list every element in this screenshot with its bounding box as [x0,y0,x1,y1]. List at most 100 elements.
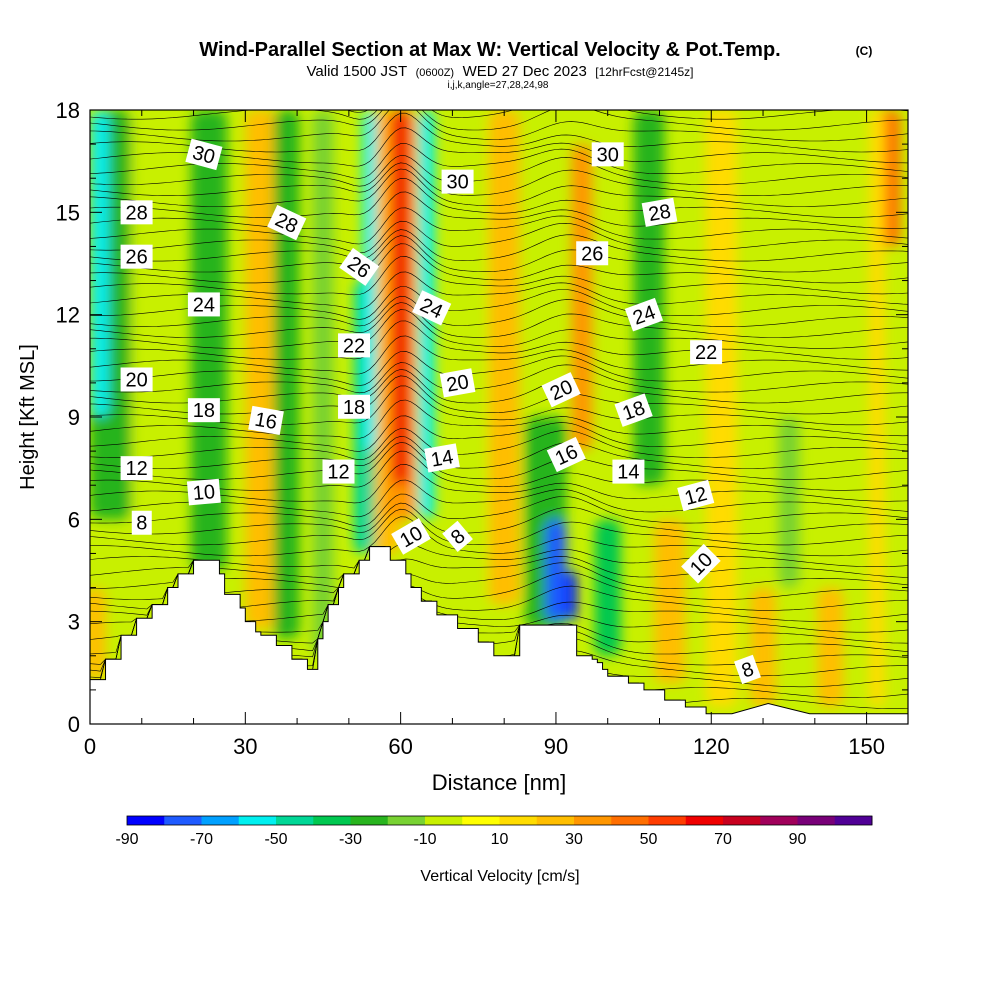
theta-line [90,320,908,360]
colorbar-label: Vertical Velocity [cm/s] [420,868,579,885]
theta-line [90,295,908,327]
theta-label: 20 [439,368,476,398]
colorbar-tick-label: -70 [190,831,213,848]
theta-label: 30 [441,169,474,194]
theta-line [90,435,908,469]
theta-label: 8 [131,510,152,535]
theta-label-box [120,200,153,225]
colorbar-tick-label: 10 [491,831,509,848]
theta-label-box [441,169,474,194]
theta-line [90,546,908,580]
colorbar-swatch [536,816,575,825]
theta-line [90,546,908,600]
x-tick-label: 60 [388,734,412,759]
colorbar-swatch [164,816,202,825]
theta-label-box [681,543,721,584]
colorbar-swatch [760,816,798,825]
velocity-cell-11 [392,110,409,486]
theta-label-box [338,394,371,419]
colorbar-tick-label: -50 [264,831,287,848]
theta-label-box [439,368,476,398]
colorbar-swatch [127,816,165,825]
theta-label-text: 30 [446,172,468,194]
theta-label: 18 [338,394,371,419]
x-tick-label: 150 [848,734,885,759]
valid-prefix: Valid 1500 JST [307,63,408,80]
theta-line [90,463,908,504]
velocity-cell-6 [312,110,334,656]
theta-label: 28 [120,200,153,225]
velocity-cell-18 [571,144,593,452]
theta-label-text: 14 [617,462,639,484]
velocity-cell-13 [460,110,487,622]
theta-line [90,162,908,196]
theta-label-box [576,241,609,266]
valid-utc: (0600Z) [416,67,455,79]
y-tick-label: 15 [56,200,80,225]
theta-label-box [690,340,723,365]
y-tick-label: 3 [68,610,80,635]
theta-line [90,362,908,394]
colorbar-swatch [723,816,761,825]
y-tick-label: 6 [68,507,80,532]
theta-label-text: 22 [695,342,717,364]
copyright-mark: (C) [856,44,873,58]
theta-line [90,385,908,426]
theta-line [90,220,908,254]
velocity-cell-28 [90,587,106,680]
theta-label-text: 12 [327,462,349,484]
theta-line [90,235,908,273]
theta-line [90,415,908,452]
theta-line [90,191,908,231]
velocity-cell-20 [633,110,665,486]
theta-line [90,502,908,535]
velocity-cell-25 [817,587,844,707]
theta-line [90,255,908,296]
theta-label-text: 28 [125,202,147,224]
colorbar-frame [126,815,873,826]
theta-line [90,309,908,349]
theta-label-box [120,456,153,481]
theta-line [90,302,908,338]
theta-label-text: 10 [192,481,216,505]
theta-label: 28 [641,197,678,227]
theta-label: 12 [120,456,153,481]
theta-label-box [734,654,762,685]
colorbar-swatch [350,816,389,825]
theta-label: 8 [442,520,473,553]
y-tick-label: 18 [56,98,80,123]
theta-label-text: 24 [193,294,215,316]
colorbar-swatch [387,816,426,825]
theta-label-box [185,138,223,171]
colorbar-swatch [797,816,836,825]
theta-line [90,271,908,310]
theta-label-text: 18 [343,397,365,419]
theta-line [90,177,908,218]
theta-label-box [120,367,153,392]
colorbar-swatch [499,816,538,825]
section-params: i,j,k,angle=27,28,24,98 [448,80,549,91]
theta-line [90,243,908,284]
theta-label-text: 18 [193,400,215,422]
theta-line [90,127,908,167]
colorbar: -90 -70 -50 -30 -10 10 30 50 70 90 [115,815,873,848]
theta-label-box [338,333,371,358]
theta-label-box [424,443,460,473]
theta-label: 22 [690,340,723,365]
theta-label: 28 [267,204,307,241]
theta-label: 22 [338,333,371,358]
y-tick-label: 9 [68,405,80,430]
colorbar-swatch [425,816,463,825]
theta-label-box [442,520,473,553]
y-tick-label: 12 [56,303,80,328]
theta-label-box [624,297,664,332]
colorbar-tick-label: 90 [789,831,807,848]
velocity-cell-27 [869,110,885,707]
theta-line [90,450,908,491]
colorbar-swatch [648,816,687,825]
colorbar-tick-label: -90 [115,831,138,848]
theta-line [90,399,908,439]
theta-label-box [612,459,645,484]
